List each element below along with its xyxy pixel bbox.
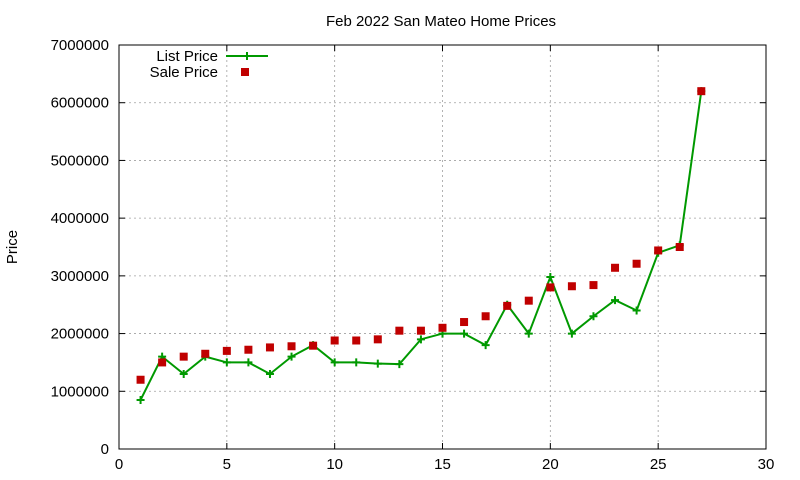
data-point-square	[675, 243, 684, 251]
data-point-square	[244, 345, 253, 354]
data-point-square	[287, 342, 296, 351]
y-tick-label: 4000000	[51, 210, 109, 227]
series-list-price	[136, 87, 706, 404]
x-tick-label: 20	[542, 456, 559, 473]
data-point-square	[567, 282, 576, 291]
data-point-plus	[287, 352, 296, 361]
x-tick-label: 0	[115, 456, 123, 473]
data-point-square	[352, 336, 361, 345]
y-axis-label: Price	[4, 230, 21, 264]
data-point-square	[546, 283, 555, 292]
data-point-square	[632, 259, 641, 268]
data-point-plus	[136, 395, 145, 404]
y-tick-label: 6000000	[51, 95, 109, 112]
y-tick-label: 2000000	[51, 326, 109, 343]
data-point-plus	[373, 359, 382, 368]
data-point-plus	[395, 360, 404, 369]
data-point-square	[179, 352, 188, 361]
data-point-plus	[222, 358, 231, 367]
data-point-square	[265, 343, 274, 352]
data-point-square	[524, 296, 533, 305]
data-point-square	[697, 87, 706, 96]
x-tick-label: 10	[326, 456, 343, 473]
axis-ticks: 0 5 10 15 20 25 30 0 1000000 2000000 3000000 400000…	[51, 37, 775, 473]
data-point-square	[589, 281, 598, 290]
data-point-square	[201, 349, 210, 358]
data-point-plus	[265, 369, 274, 378]
series-sale-price	[136, 87, 706, 384]
data-point-plus	[330, 358, 339, 367]
y-tick-label: 0	[101, 441, 109, 458]
data-point-square	[438, 323, 447, 332]
data-point-square	[158, 358, 167, 367]
data-point-square	[503, 301, 512, 310]
data-point-square	[611, 263, 620, 272]
data-point-square	[460, 318, 469, 327]
data-point-plus	[481, 341, 490, 350]
grid	[119, 45, 766, 449]
legend-label: List Price	[156, 48, 218, 65]
x-tick-label: 30	[758, 456, 775, 473]
y-tick-label: 7000000	[51, 37, 109, 54]
data-point-plus	[524, 329, 533, 338]
data-point-plus	[416, 335, 425, 344]
y-tick-label: 1000000	[51, 383, 109, 400]
series	[136, 87, 706, 404]
x-tick-label: 5	[223, 456, 231, 473]
legend-swatch-square	[241, 68, 249, 76]
data-point-square	[395, 326, 404, 335]
data-point-plus	[179, 369, 188, 378]
y-tick-label: 5000000	[51, 152, 109, 169]
data-point-plus	[244, 358, 253, 367]
chart-title: Feb 2022 San Mateo Home Prices	[326, 13, 556, 30]
x-tick-label: 15	[434, 456, 451, 473]
data-point-square	[136, 375, 145, 384]
legend-swatch-plus	[243, 52, 251, 60]
data-point-plus	[546, 273, 555, 282]
data-point-square	[222, 346, 231, 355]
data-point-plus	[352, 358, 361, 367]
data-point-plus	[632, 306, 641, 315]
x-tick-label: 25	[650, 456, 667, 473]
data-point-plus	[567, 329, 576, 338]
data-point-square	[481, 312, 490, 321]
data-point-square	[416, 326, 425, 335]
data-point-plus	[460, 329, 469, 338]
data-point-square	[330, 336, 339, 345]
data-point-plus	[589, 312, 598, 321]
data-point-square	[373, 335, 382, 344]
legend-label: Sale Price	[150, 64, 218, 81]
data-point-square	[309, 341, 318, 350]
y-tick-label: 3000000	[51, 268, 109, 285]
data-point-square	[654, 246, 663, 255]
data-point-plus	[611, 296, 620, 305]
